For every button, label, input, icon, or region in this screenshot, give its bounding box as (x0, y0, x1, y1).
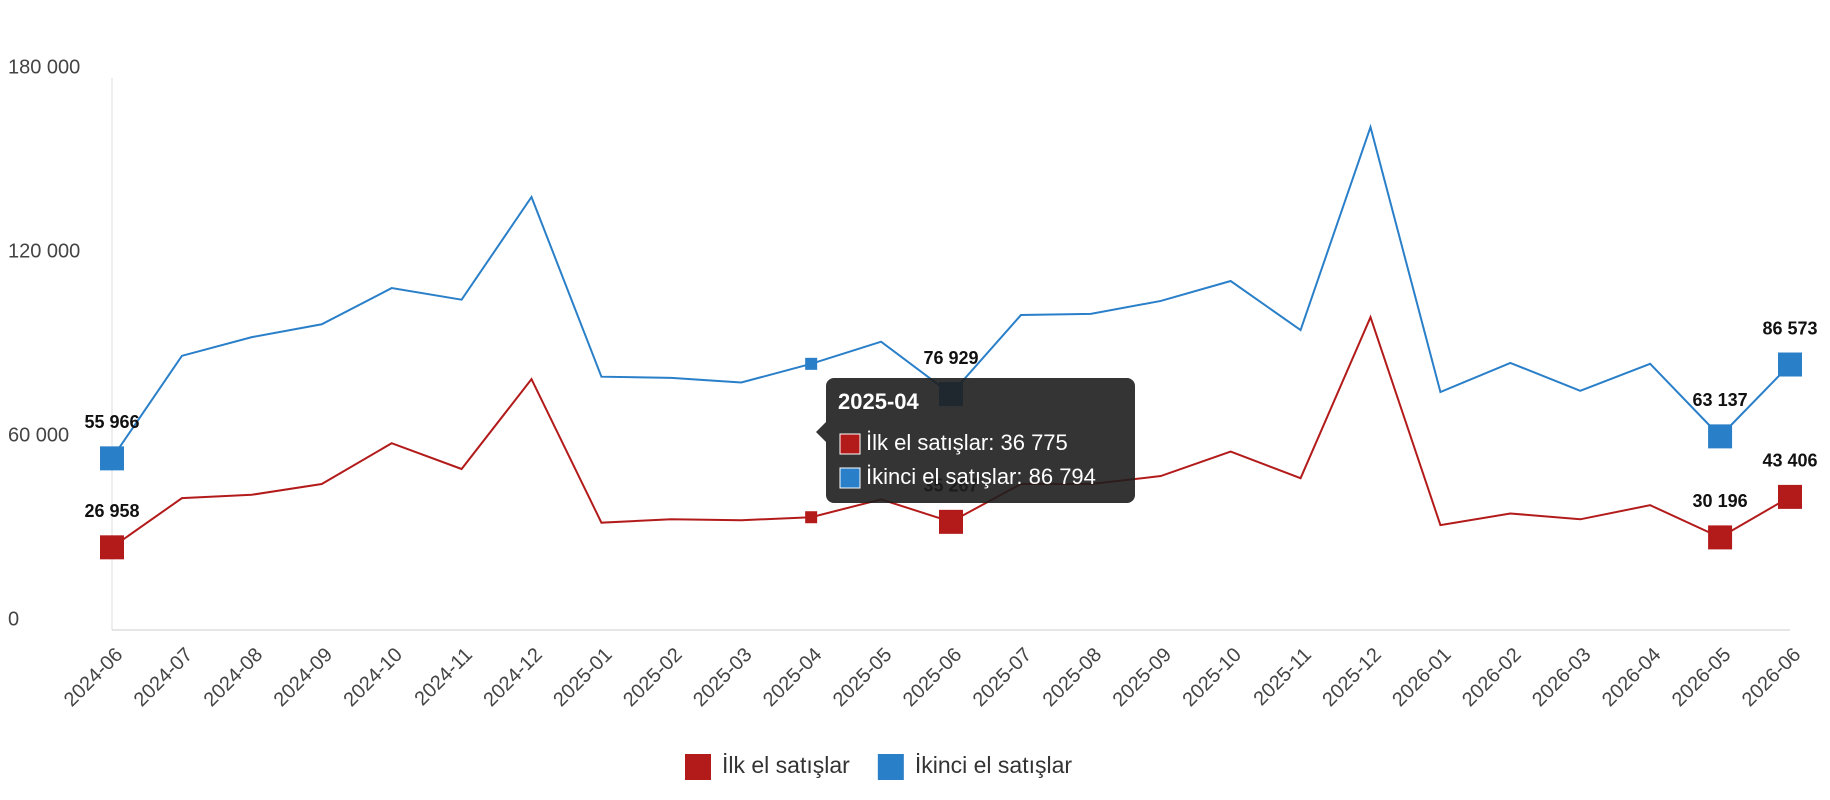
y-tick-label: 180 000 (8, 56, 80, 78)
x-tick-label: 2025-05 (829, 644, 896, 711)
x-tick-label: 2025-12 (1318, 644, 1385, 711)
x-tick-label: 2026-02 (1458, 644, 1525, 711)
x-tick-label: 2025-03 (689, 644, 756, 711)
x-tick-label: 2025-04 (759, 644, 826, 711)
tooltip-swatch (839, 433, 861, 455)
x-tick-label: 2024-08 (200, 644, 267, 711)
x-tick-label: 2024-07 (130, 644, 197, 711)
tooltip: 2025-04 İlk el satışlar: 36 775 İkinci el … (816, 378, 1135, 503)
y-tick-label: 120 000 (8, 240, 80, 262)
value-label: 76 929 (923, 348, 978, 368)
point-marker (939, 509, 963, 534)
value-label: 26 958 (84, 501, 139, 521)
hover-marker (805, 511, 818, 524)
value-label: 86 573 (1762, 318, 1817, 338)
tooltip-title: 2025-04 (838, 389, 920, 414)
y-tick-label: 60 000 (8, 424, 69, 446)
legend-swatch (685, 754, 711, 780)
x-tick-label: 2025-10 (1178, 644, 1245, 711)
tooltip-swatch (839, 467, 861, 489)
y-tick-label: 0 (8, 608, 19, 630)
point-marker (1708, 424, 1733, 449)
point-marker (100, 446, 124, 471)
x-tick-label: 2026-03 (1528, 644, 1595, 711)
tooltip-item: İlk el satışlar: 36 775 (866, 430, 1068, 455)
legend: İlk el satışlar İkinci el satışlar (685, 752, 1072, 780)
x-tick-label: 2026-05 (1668, 644, 1735, 711)
x-tick-label: 2025-09 (1109, 644, 1176, 711)
value-label: 63 137 (1693, 390, 1748, 410)
value-label: 43 406 (1762, 451, 1817, 471)
value-label: 30 196 (1693, 491, 1748, 511)
x-tick-label: 2026-06 (1738, 644, 1805, 711)
x-tick-label: 2026-04 (1598, 644, 1665, 711)
value-label: 55 966 (84, 412, 139, 432)
point-marker (100, 535, 124, 560)
tooltip-item: İkinci el satışlar: 86 794 (866, 464, 1096, 489)
x-tick-label: 2024-10 (339, 644, 406, 711)
x-tick-label: 2025-11 (1249, 644, 1315, 710)
legend-label: İkinci el satışlar (915, 752, 1073, 778)
x-tick-label: 2024-06 (60, 644, 127, 711)
x-tick-label: 2024-12 (479, 644, 546, 711)
tooltip-box (816, 378, 1135, 503)
x-tick-label: 2025-06 (899, 644, 966, 711)
x-tick-label: 2026-01 (1388, 644, 1455, 711)
legend-label: İlk el satışlar (722, 752, 850, 778)
point-marker (1778, 484, 1802, 509)
x-tick-label: 2024-11 (410, 644, 476, 710)
hover-marker (805, 357, 818, 370)
x-tick-label: 2025-08 (1039, 644, 1106, 711)
point-marker (1708, 525, 1733, 550)
point-marker (1778, 352, 1802, 377)
x-tick-label: 2025-01 (549, 644, 616, 711)
x-tick-label: 2025-07 (969, 644, 1036, 711)
x-tick-label: 2024-09 (270, 644, 337, 711)
legend-swatch (877, 754, 904, 780)
x-tick-label: 2025-02 (619, 644, 686, 711)
